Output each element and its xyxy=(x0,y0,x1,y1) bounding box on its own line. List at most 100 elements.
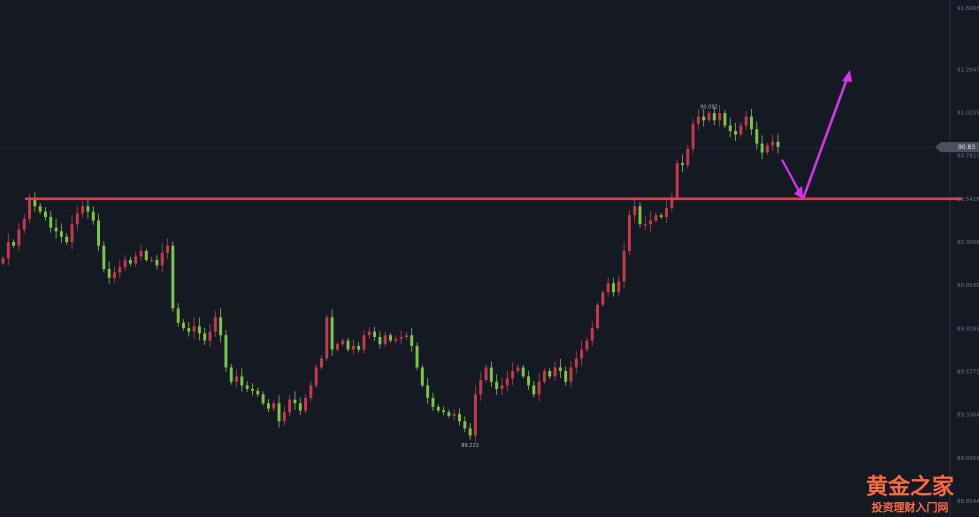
candle-body xyxy=(309,385,313,398)
candle-body xyxy=(59,231,63,237)
candle-body xyxy=(22,218,26,230)
candle-body xyxy=(266,403,270,409)
candle-body xyxy=(505,378,509,386)
candle-body xyxy=(113,272,116,278)
candle-body xyxy=(160,252,164,266)
candle-body xyxy=(415,345,419,368)
candle-body xyxy=(442,410,446,413)
candle-body xyxy=(144,251,148,260)
candle-body xyxy=(691,123,695,149)
candle-body xyxy=(500,385,504,389)
candle-body xyxy=(643,224,647,226)
candle-body xyxy=(118,267,122,273)
candle-body xyxy=(744,116,748,126)
candles-layer xyxy=(1,105,780,443)
candle-body xyxy=(335,344,339,350)
projection-down-arrowhead xyxy=(794,185,803,199)
candle-body xyxy=(633,206,637,216)
current-price-tag xyxy=(935,142,979,153)
candle-body xyxy=(229,367,233,382)
candle-body xyxy=(574,358,578,368)
projection-up-arrowhead xyxy=(842,70,852,82)
candle-body xyxy=(452,414,456,416)
candle-body xyxy=(378,337,382,345)
candle-body xyxy=(176,308,180,323)
candle-body xyxy=(240,376,244,386)
y-tick-label: 91.2647 xyxy=(957,67,979,73)
candle-body xyxy=(44,211,47,217)
candle-body xyxy=(463,421,467,429)
candle-body xyxy=(107,268,111,278)
y-tick-label: 91.6068 xyxy=(957,6,979,12)
candle-body xyxy=(617,281,621,293)
candle-body xyxy=(611,283,615,293)
candle-body xyxy=(590,328,594,341)
candle-body xyxy=(734,131,737,135)
y-tick-label: 91.0237 xyxy=(957,110,979,116)
candle-body xyxy=(548,371,552,377)
candle-body xyxy=(38,206,42,212)
candle-body xyxy=(484,367,488,380)
candle-body xyxy=(272,403,276,409)
candle-body xyxy=(712,113,716,121)
candle-body xyxy=(383,335,387,345)
candle-body xyxy=(553,367,557,377)
current-price-label: 90.83 xyxy=(958,144,975,151)
candle-body xyxy=(54,227,58,232)
candle-body xyxy=(696,116,700,124)
candle-body xyxy=(192,326,196,332)
projection-down-arrow-shaft xyxy=(781,159,802,196)
projection-up-arrow-shaft xyxy=(801,75,850,200)
y-tick-label: 89.3364 xyxy=(957,413,979,419)
candle-body xyxy=(320,358,323,368)
candle-body xyxy=(12,242,16,246)
candle-body xyxy=(33,199,37,207)
low-price-label: 89.223 xyxy=(461,443,479,449)
candle-body xyxy=(558,367,562,372)
candle-body xyxy=(166,245,170,253)
candle-body xyxy=(426,385,430,398)
candle-body xyxy=(718,113,722,121)
candle-body xyxy=(288,399,292,413)
candle-body xyxy=(675,163,679,198)
candle-body xyxy=(373,331,377,338)
candle-body xyxy=(686,148,690,166)
candle-body xyxy=(755,129,759,144)
candle-body xyxy=(760,143,764,153)
candle-body xyxy=(739,125,743,135)
candle-body xyxy=(431,397,435,407)
candle-body xyxy=(622,251,626,282)
candle-body xyxy=(6,242,10,259)
candle-body xyxy=(256,390,260,395)
candle-body xyxy=(155,259,159,266)
candle-body xyxy=(404,335,408,338)
candle-body xyxy=(245,385,249,389)
candle-body xyxy=(182,322,185,329)
candle-body xyxy=(542,371,546,382)
candle-body xyxy=(569,367,573,382)
candle-body xyxy=(277,403,281,422)
candle-body xyxy=(585,340,589,350)
candle-body xyxy=(516,367,520,372)
candle-body xyxy=(410,335,414,346)
candle-body xyxy=(293,399,297,404)
candle-body xyxy=(394,338,398,341)
candle-body xyxy=(521,367,525,377)
y-tick-label: 90.5416 xyxy=(957,197,979,203)
candle-body xyxy=(203,333,207,341)
y-tick-label: 89.0954 xyxy=(957,456,979,462)
y-tick-label: 90.0596 xyxy=(957,283,979,289)
candle-body xyxy=(659,215,663,217)
candle-body xyxy=(596,304,599,329)
candle-body xyxy=(70,224,74,243)
candle-body xyxy=(49,216,53,228)
candle-body xyxy=(723,113,727,126)
candle-body xyxy=(776,141,780,148)
candle-body xyxy=(251,388,254,391)
y-tick-label: 88.8544 xyxy=(957,499,979,505)
candle-body xyxy=(330,317,334,350)
candle-body xyxy=(346,340,350,350)
y-tick-label: 89.8185 xyxy=(957,326,979,332)
candle-body xyxy=(341,340,345,345)
